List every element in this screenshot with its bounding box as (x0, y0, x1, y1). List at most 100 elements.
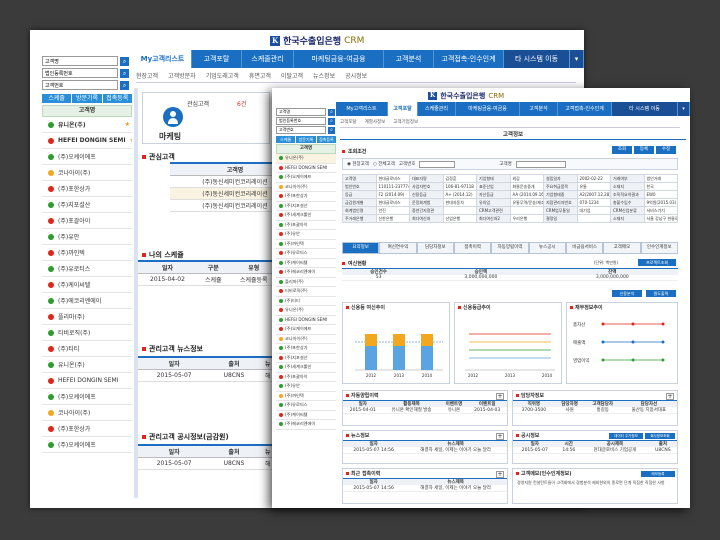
customer-row[interactable]: 티비로직(주) (42, 325, 132, 341)
corp-reg-input[interactable] (276, 117, 326, 125)
nav-customer-portal[interactable]: 고객포탈 (388, 102, 418, 116)
customer-row[interactable]: (주)지포설산 (276, 354, 336, 363)
tab-contact[interactable]: 접촉등록 (102, 94, 132, 103)
tab-schedule[interactable]: 스케줄 (276, 136, 296, 143)
customer-row[interactable]: HEFEI DONGIN SEMI (276, 164, 336, 173)
subnav-item[interactable]: 이탈고객 (280, 73, 304, 80)
radio-current[interactable]: ◉ 현장고객 (347, 162, 369, 167)
nav-other-systems[interactable]: 타 시스템 이동 (504, 50, 570, 68)
tab-visit[interactable]: 방문기록 (72, 94, 102, 103)
breadcrumb-item[interactable]: 고객기업정보 (393, 120, 419, 125)
edit-button[interactable]: 수정 (656, 146, 676, 154)
customer-row[interactable]: 코나아이(주) (276, 335, 336, 344)
search-icon[interactable]: ⌕ (328, 126, 335, 134)
customer-row[interactable]: (주)포괄아이 (42, 213, 132, 229)
customer-row[interactable]: (주)티티 (276, 297, 336, 306)
customer-row[interactable]: HEFEI DONGIN SEMI (276, 316, 336, 325)
nav-marketing[interactable]: 마케팅금융-여금융 (294, 50, 384, 68)
tab-function[interactable]: 인수인계정보 (640, 242, 678, 254)
customer-name-input[interactable] (42, 56, 118, 66)
table-row[interactable]: 3700-3500 사원 홍길동 울산동 지점서대표 (513, 407, 677, 414)
customer-name-input[interactable] (276, 108, 326, 116)
table-row[interactable]: 53 3,000,000,000 3,000,000,000 (342, 275, 678, 281)
tab-function[interactable]: 뉴스공시 (528, 242, 566, 254)
subnav-item[interactable]: 공시정보 (345, 73, 368, 80)
nav-chevron-down-icon[interactable]: ▾ (570, 50, 584, 68)
search-icon[interactable]: ⌕ (328, 108, 335, 116)
memo-register-button[interactable]: 메모등록 (641, 471, 675, 477)
add-icon[interactable]: + (496, 433, 504, 440)
table-row[interactable]: 2015-05-07 14:56 현대글로비스 기업공개 U8CNS (513, 447, 677, 454)
customer-row[interactable]: 코나아이(주) (42, 165, 132, 181)
customer-no-input[interactable] (42, 80, 118, 90)
table-row[interactable]: (주)동신세미컨코리레이션 (170, 187, 300, 200)
subnav-item[interactable]: 기업도래고객 (205, 73, 239, 80)
table-row[interactable]: 2015-04-01 유니온 확인해질 발송 유니온 2015-04-03 (343, 407, 507, 414)
nav-chevron-down-icon[interactable]: ▾ (678, 102, 690, 116)
customer-row[interactable]: (주)세계크롤인 (276, 363, 336, 373)
nav-contact-handover[interactable]: 고객접촉-인수인계 (434, 50, 504, 68)
customer-row[interactable]: (주)오케이에프 (276, 325, 336, 335)
customer-row[interactable]: (주)에코리엔에이 (42, 293, 132, 309)
customer-row[interactable]: (주)유로티스 (42, 261, 132, 277)
customer-row[interactable]: 코나아이(주) (276, 183, 336, 192)
customer-no-field[interactable] (419, 160, 456, 168)
customer-row[interactable]: (주)케이씨텔 (42, 277, 132, 293)
customer-row[interactable]: (주)포한상가 (42, 421, 132, 437)
customer-row[interactable]: (주)지포설산 (42, 197, 132, 213)
customer-row[interactable]: (주)까인텍 (42, 245, 132, 261)
customer-row[interactable]: (주)유로티스 (276, 401, 336, 411)
customer-row[interactable]: (주)까인텍 (276, 240, 336, 249)
customer-row[interactable]: (주)포괄아이 (276, 373, 336, 382)
customer-name-field[interactable] (515, 160, 566, 168)
company-info-button[interactable]: 회사정보조회 (645, 433, 675, 439)
search-icon[interactable]: ⌕ (120, 56, 129, 66)
breadcrumb-item[interactable]: 고객포탈 (340, 120, 357, 125)
customer-row[interactable]: (주)티티 (42, 341, 132, 357)
table-row[interactable]: 2015-05-07 U8CNS 해 (138, 457, 278, 470)
print-button[interactable]: 원도출력 (646, 290, 676, 297)
nav-contact-handover[interactable]: 고객접촉-인수인계 (558, 102, 612, 116)
breadcrumb-item[interactable]: 계열사정보 (364, 120, 386, 125)
customer-row[interactable]: (주)포괄아이 (276, 221, 336, 230)
subnav-item[interactable]: 휴면고객 (248, 73, 271, 80)
splitter[interactable] (134, 88, 138, 498)
customer-row[interactable]: (주)세계크롤인 (276, 211, 336, 221)
stock-info-button[interactable]: 데이터 주가정보 (609, 433, 643, 439)
customer-no-input[interactable] (276, 126, 326, 134)
nav-my-customer-list[interactable]: My고객리스트 (336, 102, 388, 116)
customer-row[interactable]: (주)지포설산 (276, 202, 336, 211)
tab-schedule[interactable]: 스케줄 (42, 94, 72, 103)
customer-row[interactable]: 플리마(주) (276, 278, 336, 287)
customer-row[interactable]: 유니온(주) ★ (42, 117, 132, 133)
customer-row[interactable]: HEFEI DONGIN SEMI (42, 373, 132, 389)
tab-visit[interactable]: 방문기록 (296, 136, 316, 143)
add-icon[interactable]: + (496, 471, 504, 478)
star-icon[interactable]: ★ (130, 137, 132, 144)
add-icon[interactable]: + (666, 393, 674, 400)
add-icon[interactable]: + (496, 393, 504, 400)
table-row[interactable]: 2015-05-07 14:56 해결자 세일, 이제는 이야기 오늘 달라 (343, 447, 507, 454)
radio-all[interactable]: ○ 전체고객 (372, 162, 395, 167)
nav-schedule[interactable]: 스케줄관리 (418, 102, 456, 116)
customer-row[interactable]: (주)포한상가 (42, 181, 132, 197)
nav-schedule[interactable]: 스케줄관리 (242, 50, 294, 68)
table-row[interactable]: (주)동신세미컨코리레이션 (170, 199, 300, 212)
tab-function[interactable]: 여신연수익 (379, 242, 417, 254)
customer-row[interactable]: (주)유로티스 (276, 249, 336, 259)
nav-customer-analysis[interactable]: 고객분석 (384, 50, 434, 68)
customer-row[interactable]: (주)오케이에프 (276, 173, 336, 183)
customer-row[interactable]: (주)유안 (276, 230, 336, 240)
customer-row[interactable]: (주)오케이에프 (42, 437, 132, 453)
customer-row[interactable]: (주)까인텍 (276, 392, 336, 401)
customer-row[interactable]: 유니온(주) (42, 357, 132, 373)
customer-row[interactable]: (주)유안 (42, 229, 132, 245)
tab-function[interactable]: 고객메모 (603, 242, 641, 254)
customer-row[interactable]: 티비로직(주) (276, 287, 336, 297)
table-row[interactable]: 2015-05-07 U8CNS 해 (138, 369, 278, 382)
table-row[interactable]: 2015-04-02 스케쥴 스케쥴등록 (138, 273, 278, 286)
tab-contact[interactable]: 접촉등록 (316, 136, 336, 143)
customer-row[interactable]: (주)포한상가 (276, 344, 336, 354)
register-button[interactable]: 등록 (634, 146, 654, 154)
subnav-item[interactable]: 고객방문자 (168, 73, 196, 80)
